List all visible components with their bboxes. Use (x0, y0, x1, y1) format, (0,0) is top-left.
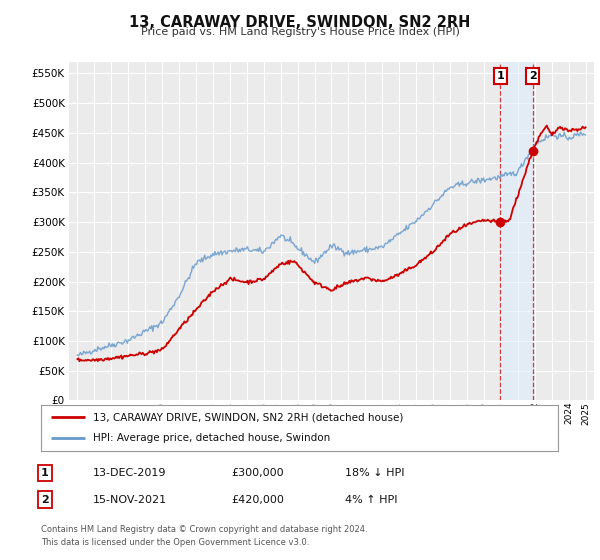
Text: 4% ↑ HPI: 4% ↑ HPI (345, 494, 398, 505)
Text: £300,000: £300,000 (231, 468, 284, 478)
Text: 1: 1 (41, 468, 49, 478)
Text: 13, CARAWAY DRIVE, SWINDON, SN2 2RH: 13, CARAWAY DRIVE, SWINDON, SN2 2RH (130, 15, 470, 30)
Text: £420,000: £420,000 (231, 494, 284, 505)
Text: 2: 2 (529, 71, 536, 81)
Text: 1: 1 (496, 71, 504, 81)
Bar (500, 62, 533, 400)
Text: 2: 2 (41, 494, 49, 505)
Text: Contains HM Land Registry data © Crown copyright and database right 2024.: Contains HM Land Registry data © Crown c… (41, 525, 367, 534)
Text: This data is licensed under the Open Government Licence v3.0.: This data is licensed under the Open Gov… (41, 538, 309, 547)
Text: 15-NOV-2021: 15-NOV-2021 (93, 494, 167, 505)
Text: 18% ↓ HPI: 18% ↓ HPI (345, 468, 404, 478)
Text: 13, CARAWAY DRIVE, SWINDON, SN2 2RH (detached house): 13, CARAWAY DRIVE, SWINDON, SN2 2RH (det… (92, 412, 403, 422)
Text: 13-DEC-2019: 13-DEC-2019 (93, 468, 167, 478)
Text: HPI: Average price, detached house, Swindon: HPI: Average price, detached house, Swin… (92, 433, 330, 444)
Text: Price paid vs. HM Land Registry's House Price Index (HPI): Price paid vs. HM Land Registry's House … (140, 27, 460, 37)
